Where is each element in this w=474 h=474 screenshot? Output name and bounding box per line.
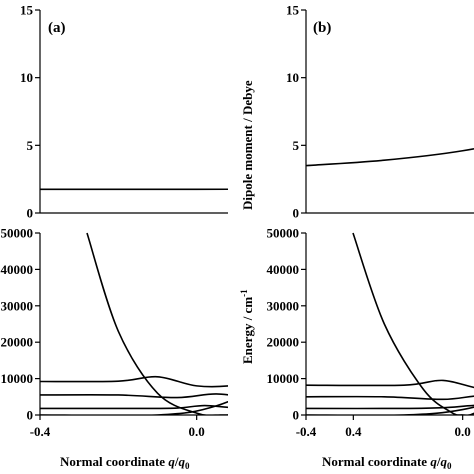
y-axis-title-bottom: Energy / cm-1 — [239, 289, 255, 364]
series-line-a-energy-5 — [40, 375, 228, 388]
y-axis-title-bottom-exponent: -1 — [239, 289, 249, 297]
x-tick-label: 0.0 — [455, 424, 471, 439]
series-line-b-energy-5 — [306, 379, 474, 389]
y-tick-label: 0 — [293, 408, 300, 423]
y-tick-label: 20000 — [1, 335, 34, 350]
series-line-b-energy-4 — [306, 395, 474, 401]
series-line-b-energy-1 — [352, 232, 474, 415]
x-tick-label: -0.4 — [30, 424, 51, 439]
y-tick-label: 10 — [286, 70, 299, 85]
y-tick-label: 40000 — [267, 262, 300, 277]
y-tick-label: 30000 — [267, 298, 300, 313]
plot-area: 0 5 10 15 0 10000 20000 30000 40000 50000 -0.4 0.0 0… — [1, 3, 474, 439]
series-line-a-dipole-1 — [40, 188, 228, 191]
y-tick-label: 0 — [27, 408, 34, 423]
x-tick-label: 0.0 — [189, 424, 205, 439]
y-axis-title-top: Dipole moment / Debye — [240, 80, 255, 210]
series-line-a-energy-3 — [40, 404, 228, 410]
y-tick-label: 30000 — [1, 298, 34, 313]
y-tick-label: 40000 — [1, 262, 34, 277]
series-line-a-energy-2 — [40, 400, 228, 415]
y-tick-label: 50000 — [1, 226, 34, 241]
panel-label-a: (a) — [48, 20, 66, 36]
y-tick-label: 0 — [293, 206, 300, 221]
y-tick-label: 0 — [27, 206, 34, 221]
y-tick-label: 10000 — [267, 371, 300, 386]
y-tick-label: 20000 — [267, 335, 300, 350]
y-tick-label: 5 — [27, 138, 34, 153]
series-line-b-dipole-1 — [306, 148, 474, 167]
y-tick-label: 15 — [20, 3, 34, 18]
x-axis-title-b: Normal coordinate q/q0 — [322, 454, 452, 471]
y-tick-label: 10 — [20, 70, 33, 85]
series-line-b-energy-3 — [306, 404, 474, 410]
y-tick-label: 15 — [286, 3, 300, 18]
x-tick-label: 0.4 — [345, 424, 362, 439]
panel-label-b: (b) — [313, 20, 331, 36]
x-axis-title-a: Normal coordinate q/q0 — [60, 454, 190, 471]
x-tick-label: -0.4 — [296, 424, 317, 439]
y-tick-label: 10000 — [1, 371, 34, 386]
y-tick-label: 5 — [293, 138, 300, 153]
series-line-a-energy-4 — [40, 393, 228, 399]
y-tick-label: 50000 — [267, 226, 300, 241]
y-axis-title-bottom-text: Energy / cm — [240, 297, 255, 364]
